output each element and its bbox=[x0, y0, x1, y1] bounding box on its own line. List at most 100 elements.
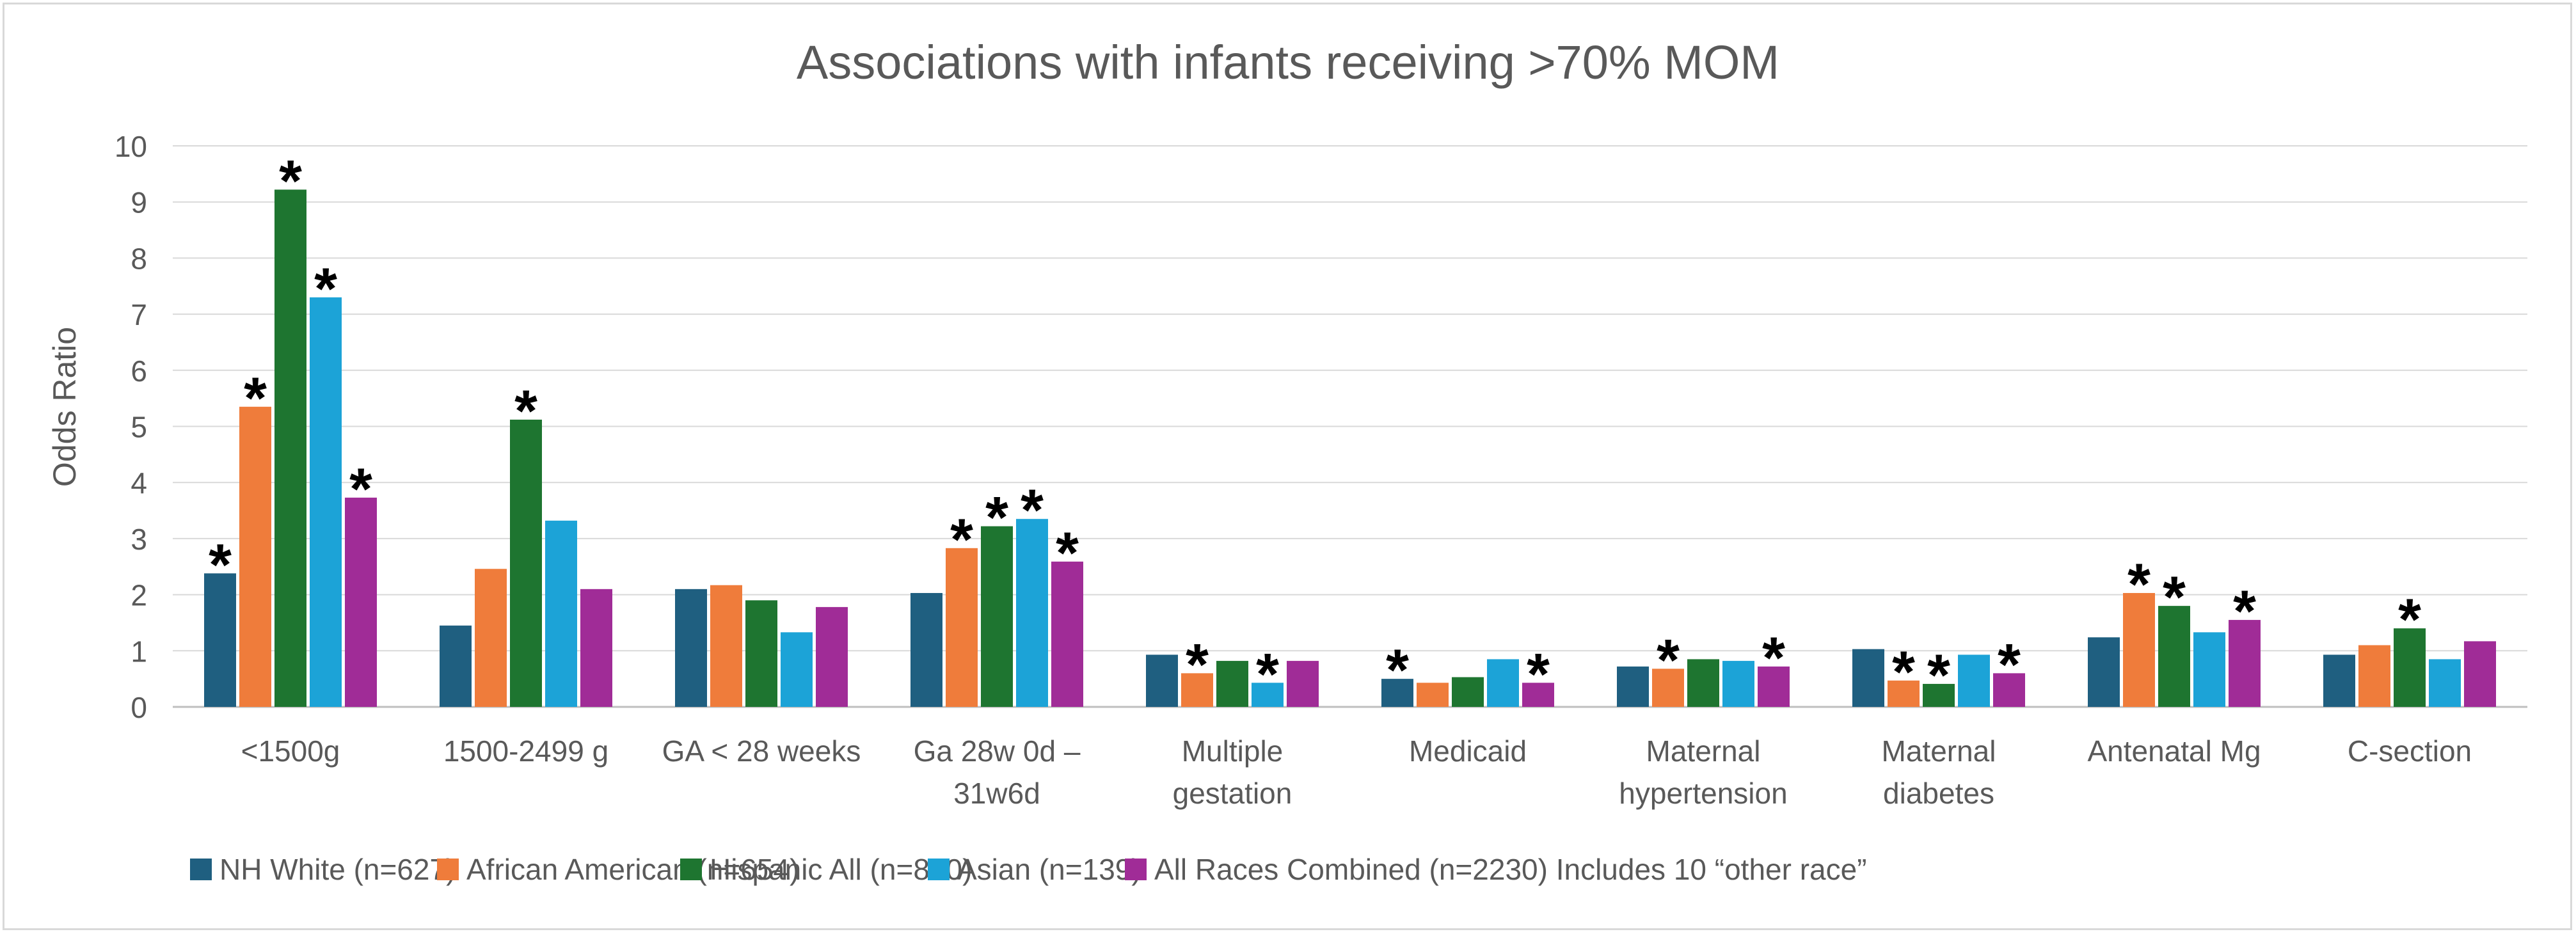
bar bbox=[910, 592, 942, 707]
x-tick-label: Maternal hypertension bbox=[1619, 734, 1787, 810]
legend-swatch bbox=[680, 859, 702, 880]
x-tick-label-line: Medicaid bbox=[1409, 734, 1527, 768]
significance-marker: * bbox=[1386, 638, 1409, 703]
y-axis-label: Odds Ratio bbox=[47, 327, 83, 487]
significance-marker: * bbox=[1657, 628, 1680, 693]
bar bbox=[1522, 683, 1554, 707]
legend-swatch bbox=[190, 859, 212, 880]
significance-marker: * bbox=[1186, 632, 1209, 697]
bar bbox=[2229, 620, 2261, 707]
bar bbox=[2323, 654, 2355, 707]
x-tick-label-line: C-section bbox=[2348, 734, 2472, 768]
bar bbox=[2358, 645, 2390, 707]
bar bbox=[510, 419, 542, 707]
bar bbox=[781, 632, 813, 707]
significance-marker: * bbox=[1927, 643, 1950, 708]
x-tick-label-line: Maternal bbox=[1646, 734, 1761, 768]
bar bbox=[1722, 661, 1754, 707]
bar bbox=[475, 569, 507, 707]
significance-marker: * bbox=[1021, 478, 1044, 543]
y-tick-labels: 0 1 2 3 4 5 6 7 8 9 10 bbox=[115, 130, 147, 724]
bars bbox=[204, 189, 2496, 707]
significance-marker: * bbox=[244, 366, 267, 431]
x-tick-label: Multiple gestation bbox=[1173, 734, 1292, 810]
x-tick-label-line: 1500-2499 g bbox=[443, 734, 608, 768]
significance-marker: * bbox=[514, 379, 537, 444]
x-tick-label: <1500g bbox=[241, 734, 340, 768]
bar bbox=[816, 606, 848, 707]
bar bbox=[2429, 659, 2461, 707]
bar bbox=[204, 573, 236, 707]
x-tick-label-line: Antenatal Mg bbox=[2087, 734, 2261, 768]
bar bbox=[1016, 519, 1048, 707]
legend-swatch bbox=[1125, 859, 1147, 880]
bar bbox=[2158, 606, 2190, 707]
legend-label: All Races Combined (n=2230) Includes 10 … bbox=[1154, 853, 1867, 886]
bar bbox=[1687, 659, 1719, 707]
significance-marker: * bbox=[1527, 642, 1550, 707]
x-tick-label-line: Maternal bbox=[1882, 734, 1996, 768]
x-tick-label: Medicaid bbox=[1409, 734, 1527, 768]
bar bbox=[1051, 561, 1083, 707]
bar bbox=[310, 297, 342, 707]
significance-marker: * bbox=[1998, 632, 2021, 697]
bar bbox=[1417, 683, 1449, 707]
bar bbox=[1146, 654, 1178, 707]
significance-marker: * bbox=[2163, 565, 2186, 630]
significance-marker: * bbox=[1256, 642, 1279, 707]
significance-marker: * bbox=[2398, 587, 2421, 653]
y-tick-label: 0 bbox=[131, 691, 147, 724]
y-tick-label: 3 bbox=[131, 523, 147, 556]
significance-marker: * bbox=[279, 148, 302, 214]
legend-label: Asian (n=139) bbox=[957, 853, 1141, 886]
significance-marker: * bbox=[1056, 521, 1079, 586]
x-tick-label-line: hypertension bbox=[1619, 777, 1787, 810]
bar bbox=[1758, 666, 1790, 707]
x-tick-labels: <1500g 1500-2499 g GA < 28 weeks Ga 28w 0d … bbox=[241, 734, 2472, 810]
y-tick-label: 8 bbox=[131, 242, 147, 275]
bar bbox=[1452, 677, 1484, 707]
y-tick-label: 9 bbox=[131, 186, 147, 219]
x-tick-label-line: Multiple bbox=[1182, 734, 1284, 768]
significance-marker: * bbox=[1892, 640, 1915, 705]
bar bbox=[2193, 632, 2225, 707]
x-tick-label: Ga 28w 0d – 31w6d bbox=[914, 734, 1081, 810]
bar bbox=[1923, 684, 1955, 707]
significance-markers: ******* * *** * * * * * * * ** * * * bbox=[209, 148, 2421, 708]
bar bbox=[745, 600, 777, 707]
significance-marker: * bbox=[2127, 552, 2151, 617]
significance-marker: * bbox=[209, 532, 232, 598]
bar bbox=[1993, 673, 2025, 707]
bar bbox=[1617, 666, 1649, 707]
x-tick-label-line: Ga 28w 0d – bbox=[914, 734, 1081, 768]
bar bbox=[440, 625, 472, 707]
y-tick-label: 7 bbox=[131, 298, 147, 331]
chart-frame bbox=[3, 3, 2572, 930]
x-tick-label: Antenatal Mg bbox=[2087, 734, 2261, 768]
bar bbox=[675, 589, 707, 707]
x-tick-label: Maternal diabetes bbox=[1882, 734, 1996, 810]
bar bbox=[580, 589, 612, 707]
bar bbox=[2394, 628, 2426, 707]
bar bbox=[1487, 659, 1519, 707]
y-tick-label: 4 bbox=[131, 466, 147, 500]
y-tick-label: 6 bbox=[131, 354, 147, 388]
x-tick-label-line: <1500g bbox=[241, 734, 340, 768]
bar bbox=[1888, 680, 1920, 707]
significance-marker: * bbox=[950, 507, 973, 573]
bar bbox=[946, 548, 978, 707]
legend-swatch bbox=[928, 859, 950, 880]
legend: NH White (n=627) African American (n=654)… bbox=[190, 853, 1867, 886]
bar bbox=[1287, 661, 1319, 707]
bar bbox=[1216, 661, 1248, 707]
significance-marker: * bbox=[2233, 579, 2256, 644]
bar bbox=[239, 406, 271, 707]
legend-label: NH White (n=627) bbox=[219, 853, 456, 886]
chart-title: Associations with infants receiving >70%… bbox=[797, 36, 1779, 89]
x-tick-label-line: diabetes bbox=[1883, 777, 1994, 810]
x-tick-label: 1500-2499 g bbox=[443, 734, 608, 768]
x-tick-label-line: gestation bbox=[1173, 777, 1292, 810]
bar bbox=[981, 526, 1013, 707]
y-tick-label: 5 bbox=[131, 411, 147, 444]
bar bbox=[2088, 637, 2120, 707]
